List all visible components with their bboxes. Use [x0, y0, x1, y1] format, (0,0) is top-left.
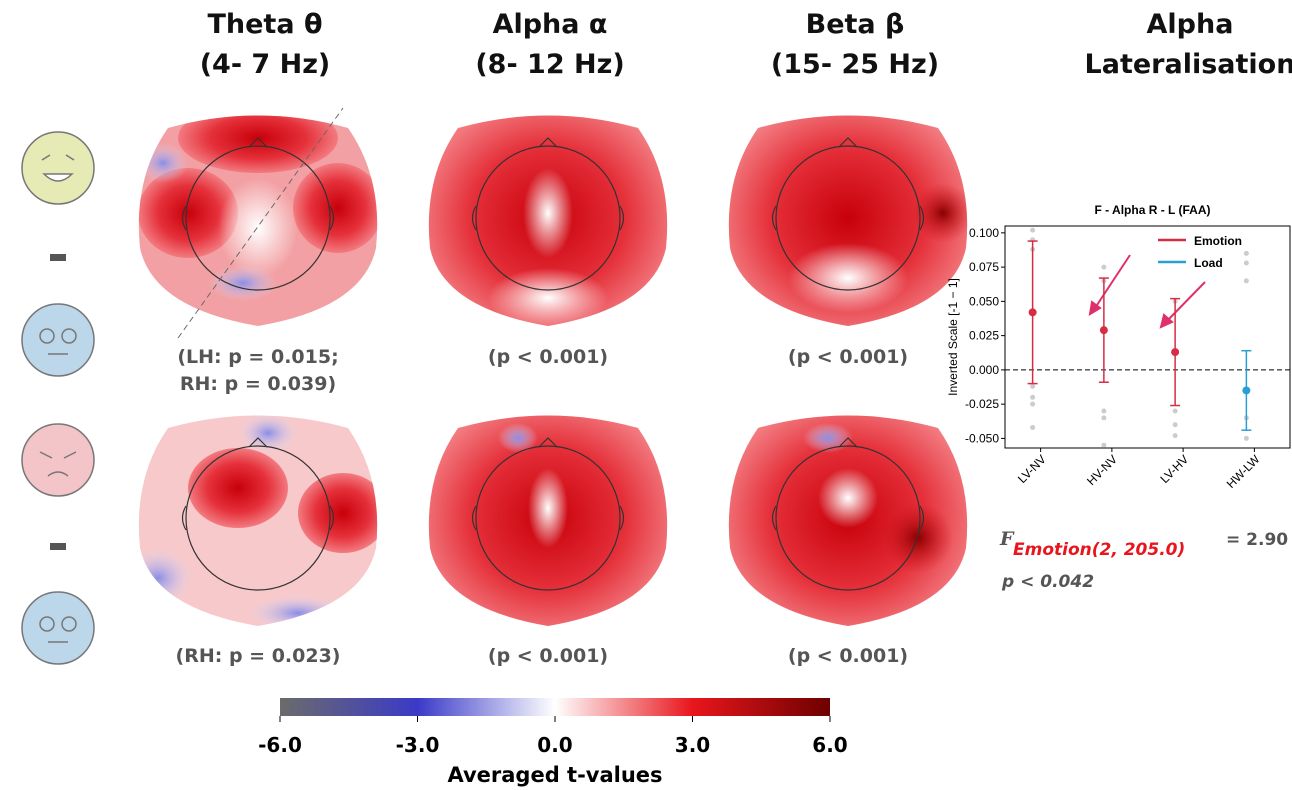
data-point — [1101, 443, 1106, 448]
mean-point — [1029, 308, 1037, 316]
topomap — [718, 98, 978, 338]
legend-label: Load — [1194, 256, 1223, 270]
data-point — [1101, 409, 1106, 414]
x-tick-label: HV-NV — [1084, 452, 1120, 488]
stat-subscript: Emotion(2, 205.0) — [1013, 540, 1185, 560]
p-value: (LH: p = 0.015; — [177, 346, 338, 368]
x-tick-label: LV-HV — [1157, 452, 1191, 486]
tick-label: -6.0 — [258, 733, 302, 757]
data-point — [1244, 261, 1249, 266]
data-point — [1030, 425, 1035, 430]
faces — [22, 132, 94, 664]
y-tick-label: 0.025 — [969, 329, 999, 343]
data-point — [1244, 436, 1249, 441]
x-tick-label: HW-LW — [1224, 452, 1263, 491]
header: Alpha α — [493, 9, 608, 40]
plot-frame — [1005, 226, 1290, 448]
header: Beta β — [806, 9, 905, 40]
y-tick-label: 0.100 — [969, 226, 999, 240]
header: (15- 25 Hz) — [771, 49, 939, 80]
y-axis-label: Inverted Scale [-1 − 1] — [946, 278, 960, 396]
y-tick-label: -0.050 — [965, 431, 999, 445]
mean-point — [1100, 326, 1108, 334]
data-point — [1173, 433, 1178, 438]
stat-value: = 2.90 — [1226, 530, 1288, 550]
tick-label: 6.0 — [812, 733, 847, 757]
tick-label: 3.0 — [675, 733, 710, 757]
data-point — [1030, 384, 1035, 389]
header: (4- 7 Hz) — [200, 49, 331, 80]
chart-title: F - Alpha R - L (FAA) — [1095, 203, 1211, 217]
y-tick-label: 0.050 — [969, 294, 999, 308]
topomap — [418, 98, 678, 338]
tick-label: 0.0 — [537, 733, 572, 757]
headers: Theta θ (4- 7 Hz) Alpha α (8- 12 Hz) Bet… — [200, 9, 1292, 80]
tick-label: -3.0 — [396, 733, 440, 757]
p-value: (RH: p = 0.023) — [176, 645, 341, 667]
p-value: (p < 0.001) — [488, 346, 608, 368]
topomap — [128, 98, 388, 338]
data-point — [1173, 422, 1178, 427]
data-point — [1030, 228, 1035, 233]
colorbar — [280, 698, 830, 716]
legend-label: Emotion — [1194, 234, 1242, 248]
data-point — [1173, 409, 1178, 414]
y-tick-label: 0.000 — [969, 363, 999, 377]
p-value: (p < 0.001) — [488, 645, 608, 667]
topomap — [123, 398, 388, 638]
topomaps — [123, 98, 978, 638]
header: Theta θ — [207, 9, 322, 40]
data-point — [1101, 265, 1106, 270]
topomap — [718, 398, 978, 638]
data-point — [1030, 395, 1035, 400]
p-value: (p < 0.001) — [788, 645, 908, 667]
y-tick-label: 0.075 — [969, 260, 999, 274]
mean-point — [1242, 386, 1250, 394]
topomap — [418, 398, 678, 638]
header: Lateralisation — [1085, 49, 1292, 80]
x-tick-label: LV-NV — [1015, 452, 1049, 486]
data-point — [1101, 415, 1106, 420]
figure: Theta θ (4- 7 Hz) Alpha α (8- 12 Hz) Bet… — [0, 0, 1292, 790]
stat-p: p < 0.042 — [1001, 572, 1094, 592]
stat-annotation: F Emotion(2, 205.0) = 2.90 p < 0.042 — [999, 528, 1288, 592]
p-value: RH: p = 0.039) — [180, 373, 336, 395]
data-point — [1244, 251, 1249, 256]
y-tick-label: -0.025 — [965, 397, 999, 411]
header: Alpha — [1147, 9, 1234, 40]
data-point — [1030, 402, 1035, 407]
data-point — [1244, 278, 1249, 283]
colorbar-title: Averaged t-values — [447, 763, 662, 787]
mean-point — [1171, 348, 1179, 356]
arrows — [1090, 255, 1205, 327]
p-value: (p < 0.001) — [788, 346, 908, 368]
header: (8- 12 Hz) — [475, 49, 624, 80]
